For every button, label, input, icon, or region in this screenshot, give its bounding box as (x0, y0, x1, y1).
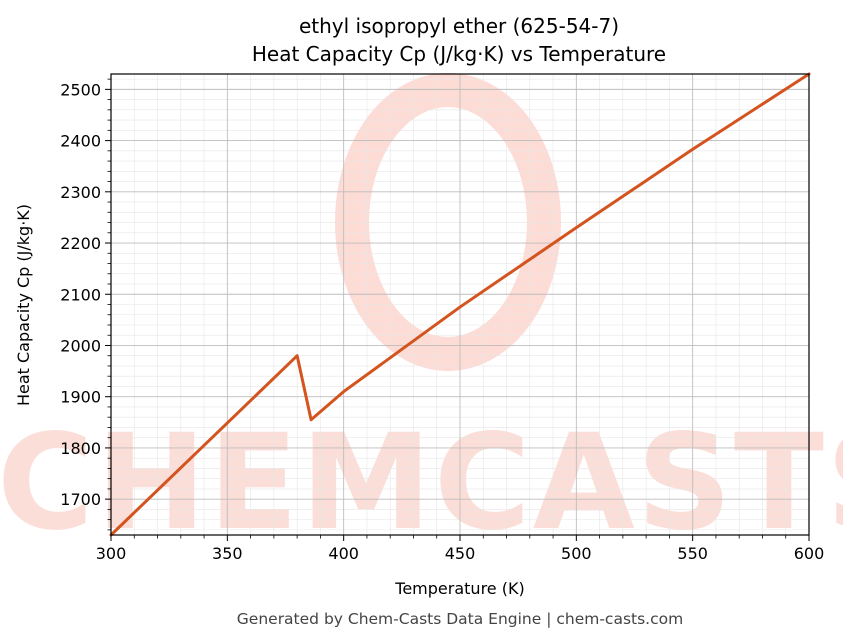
y-tick-label: 2200 (60, 234, 101, 253)
x-tick-label: 450 (445, 544, 476, 563)
y-tick-label: 1800 (60, 439, 101, 458)
y-tick-label: 1700 (60, 490, 101, 509)
series-layer (109, 72, 811, 537)
x-tick-label: 550 (677, 544, 708, 563)
x-axis-ticks: 300 350 400 450 500 550 600 (96, 535, 825, 563)
y-tick-label: 2300 (60, 183, 101, 202)
y-tick-label: 2400 (60, 132, 101, 151)
x-tick-label: 500 (561, 544, 592, 563)
footer-credit: Generated by Chem-Casts Data Engine | ch… (237, 610, 683, 628)
watermark-swirl (335, 73, 561, 371)
y-tick-label: 2000 (60, 336, 101, 355)
chart-subtitle: Heat Capacity Cp (J/kg·K) vs Temperature (252, 42, 666, 66)
watermark-logo: CHEMCASTS (0, 73, 843, 560)
watermark-text: CHEMCASTS (0, 406, 843, 560)
x-tick-label: 350 (212, 544, 243, 563)
x-tick-label: 400 (328, 544, 359, 563)
y-tick-label: 1900 (60, 388, 101, 407)
cp-series-line (109, 72, 811, 537)
y-axis-label: Heat Capacity Cp (J/kg·K) (14, 204, 33, 406)
y-tick-label: 2100 (60, 285, 101, 304)
chart-title: ethyl isopropyl ether (625-54-7) (299, 14, 619, 38)
x-axis-label: Temperature (K) (394, 579, 524, 598)
x-tick-label: 300 (96, 544, 127, 563)
y-tick-label: 2500 (60, 80, 101, 99)
y-axis-ticks: 1700 1800 1900 2000 2100 2200 2300 2400 2500 (60, 78, 111, 531)
x-tick-label: 600 (794, 544, 825, 563)
